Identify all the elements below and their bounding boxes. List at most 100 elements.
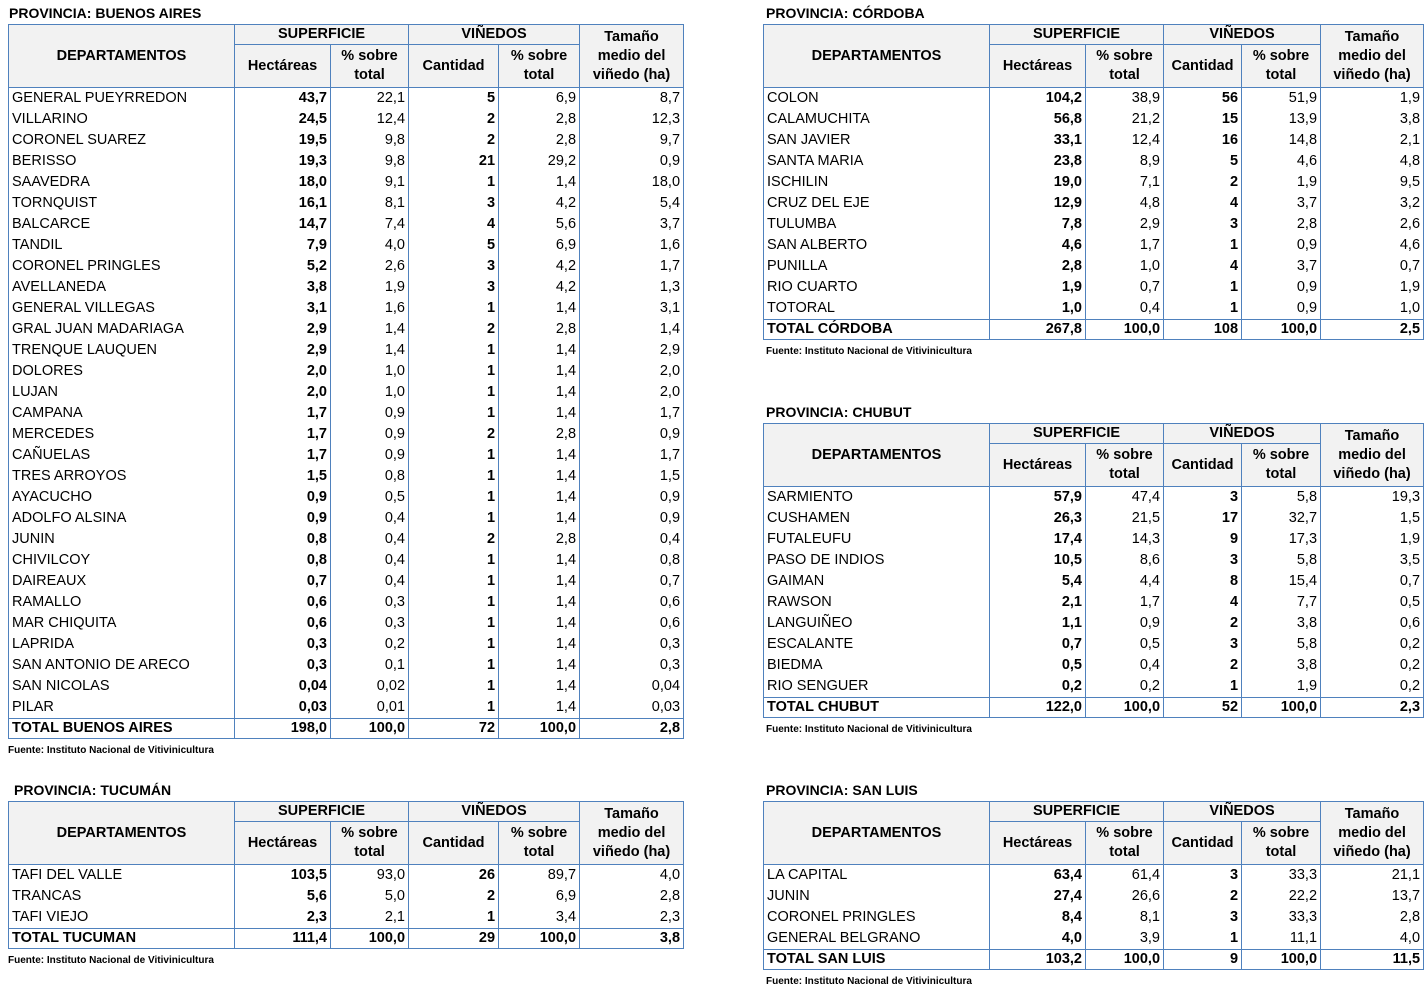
cell-pct-vinedos: 13,9	[1241, 109, 1322, 130]
cell-pct-vinedos: 1,4	[498, 445, 581, 466]
header-pct-line: % sobre	[510, 48, 568, 65]
header-superficie: SUPERFICIE	[233, 800, 410, 823]
cell-pct-superficie: 2,9	[1084, 214, 1165, 235]
cell-tamano-medio: 0,6	[1320, 613, 1425, 634]
cell-departamento: ISCHILIN	[763, 172, 990, 193]
cell-pct-vinedos: 51,9	[1241, 87, 1322, 109]
cell-departamento: RIO CUARTO	[763, 277, 990, 298]
cell-pct-vinedos: 1,4	[498, 592, 581, 613]
cell-hectareas: 7,8	[989, 214, 1086, 235]
cell-cantidad: 8	[1163, 571, 1243, 592]
province-block-san-luis: PROVINCIA: SAN LUIS DEPARTAMENTOS SUPERFI…	[763, 782, 1425, 987]
table-row: TANDIL 7,9 4,0 5 6,9 1,6	[8, 235, 685, 256]
cell-hectareas: 19,5	[234, 130, 331, 151]
cell-pct-vinedos: 1,4	[498, 361, 581, 382]
total-row: TOTAL CHUBUT 122,0 100,0 52 100,0 2,3	[763, 697, 1425, 718]
header-tamano: Tamaño medio del viñedo (ha)	[1320, 423, 1425, 487]
province-title: PROVINCIA: TUCUMÁN	[14, 782, 172, 798]
cell-pct-vinedos: 1,4	[498, 571, 581, 592]
cell-pct-vinedos: 1,4	[498, 340, 581, 361]
cell-cantidad: 1	[408, 403, 500, 424]
total-pct-vinedos: 100,0	[498, 928, 581, 949]
cell-pct-vinedos: 1,4	[498, 550, 581, 571]
cell-pct-superficie: 0,9	[329, 445, 410, 466]
cell-pct-superficie: 4,4	[1084, 571, 1165, 592]
cell-departamento: TANDIL	[8, 235, 235, 256]
header-departamentos: DEPARTAMENTOS	[8, 801, 235, 865]
table-row: GRAL JUAN MADARIAGA 2,9 1,4 2 2,8 1,4	[8, 319, 685, 340]
cell-cantidad: 2	[1163, 886, 1243, 907]
cell-pct-superficie: 8,1	[329, 193, 410, 214]
cell-tamano-medio: 0,8	[579, 550, 685, 571]
cell-tamano-medio: 0,03	[579, 697, 685, 719]
header-pct-total: % sobre total	[1084, 443, 1165, 487]
cell-cantidad: 1	[408, 382, 500, 403]
cell-pct-vinedos: 2,8	[498, 529, 581, 550]
header-pct-line: % sobre	[1252, 447, 1310, 464]
cell-pct-superficie: 21,2	[1084, 109, 1165, 130]
total-pct-vinedos: 100,0	[1241, 319, 1322, 340]
cell-cantidad: 1	[408, 298, 500, 319]
cell-tamano-medio: 0,7	[579, 571, 685, 592]
header-pct-line: % sobre	[510, 825, 568, 842]
cell-hectareas: 2,1	[989, 592, 1086, 613]
cell-departamento: SAN JAVIER	[763, 130, 990, 151]
header-tamano-line: Tamaño	[1344, 28, 1400, 45]
cell-cantidad: 16	[1163, 130, 1243, 151]
header-pct-total: % sobre total	[1084, 821, 1165, 865]
total-label: TOTAL CÓRDOBA	[763, 319, 990, 340]
cell-pct-vinedos: 1,9	[1241, 172, 1322, 193]
cell-tamano-medio: 0,3	[579, 655, 685, 676]
header-pct-line: % sobre	[1252, 48, 1310, 65]
cell-hectareas: 26,3	[989, 508, 1086, 529]
total-tamano-medio: 11,5	[1320, 949, 1425, 970]
source-note: Fuente: Instituto Nacional de Vitivinicu…	[766, 724, 972, 735]
cell-pct-superficie: 0,3	[329, 613, 410, 634]
cell-departamento: DOLORES	[8, 361, 235, 382]
cell-tamano-medio: 2,8	[1320, 907, 1425, 928]
table-row: PILAR 0,03 0,01 1 1,4 0,03	[8, 697, 685, 719]
cell-departamento: TAFI DEL VALLE	[8, 864, 235, 886]
header-cantidad: Cantidad	[408, 44, 500, 88]
cell-hectareas: 5,2	[234, 256, 331, 277]
cell-hectareas: 7,9	[234, 235, 331, 256]
cell-pct-vinedos: 1,4	[498, 676, 581, 697]
header-pct-total: % sobre total	[1241, 821, 1322, 865]
header-pct-line: total	[354, 844, 385, 861]
cell-cantidad: 5	[1163, 151, 1243, 172]
table-row: GENERAL BELGRANO 4,0 3,9 1 11,1 4,0	[763, 928, 1425, 950]
cell-cantidad: 2	[1163, 613, 1243, 634]
vineyard-table-tucuman: DEPARTAMENTOS SUPERFICIE VIÑEDOS Tamaño medi…	[8, 800, 685, 949]
total-pct-superficie: 100,0	[1084, 319, 1165, 340]
cell-hectareas: 17,4	[989, 529, 1086, 550]
cell-tamano-medio: 4,0	[1320, 928, 1425, 950]
cell-hectareas: 19,0	[989, 172, 1086, 193]
province-block-chubut: PROVINCIA: CHUBUT DEPARTAMENTOS SUPERFICI…	[763, 404, 1425, 735]
cell-departamento: CAÑUELAS	[8, 445, 235, 466]
table-header: DEPARTAMENTOS SUPERFICIE VIÑEDOS Tamaño medi…	[763, 800, 1425, 865]
cell-departamento: SAN ALBERTO	[763, 235, 990, 256]
cell-tamano-medio: 5,4	[579, 193, 685, 214]
total-row: TOTAL TUCUMAN 111,4 100,0 29 100,0 3,8	[8, 928, 685, 949]
cell-hectareas: 33,1	[989, 130, 1086, 151]
total-pct-superficie: 100,0	[329, 928, 410, 949]
table-row: SAN JAVIER 33,1 12,4 16 14,8 2,1	[763, 130, 1425, 151]
cell-pct-superficie: 8,1	[1084, 907, 1165, 928]
cell-cantidad: 1	[1163, 298, 1243, 320]
total-cantidad: 9	[1163, 949, 1243, 970]
header-hectareas: Hectáreas	[989, 44, 1086, 88]
cell-pct-superficie: 47,4	[1084, 486, 1165, 508]
cell-cantidad: 1	[408, 571, 500, 592]
cell-cantidad: 3	[1163, 907, 1243, 928]
cell-pct-vinedos: 7,7	[1241, 592, 1322, 613]
header-tamano-line: Tamaño	[604, 28, 659, 45]
cell-pct-superficie: 61,4	[1084, 864, 1165, 886]
cell-pct-vinedos: 1,4	[498, 382, 581, 403]
header-hectareas: Hectáreas	[989, 443, 1086, 487]
cell-tamano-medio: 18,0	[579, 172, 685, 193]
header-vinedos: VIÑEDOS	[1163, 800, 1322, 823]
total-hectareas: 122,0	[989, 697, 1086, 718]
table-row: GAIMAN 5,4 4,4 8 15,4 0,7	[763, 571, 1425, 592]
cell-departamento: SARMIENTO	[763, 486, 990, 508]
cell-cantidad: 3	[408, 277, 500, 298]
